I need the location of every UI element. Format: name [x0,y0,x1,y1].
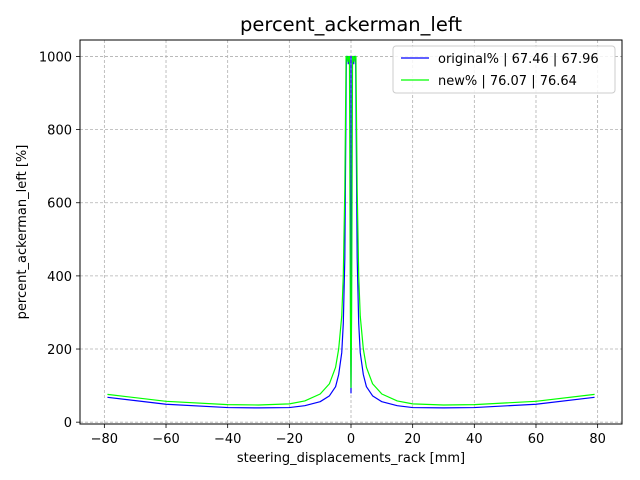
y-tick-label: 800 [47,124,72,139]
y-tick-label: 200 [47,343,72,358]
y-tick-label: 600 [47,197,72,212]
x-tick-label: 60 [528,432,545,447]
y-axis-label: percent_ackerman_left [%] [15,145,30,320]
legend-box [392,45,616,94]
y-tick-label: 0 [64,416,72,431]
x-tick-label: 0 [347,432,355,447]
x-tick-label: −60 [152,432,179,447]
x-tick-label: −40 [214,432,241,447]
x-axis-label: steering_displacements_rack [mm] [237,451,465,466]
legend: original% | 67.46 | 67.96 new% | 76.07 |… [392,45,616,94]
x-tick-label: 40 [466,432,483,447]
y-tick-label: 400 [47,270,72,285]
x-tick-label: −80 [91,432,118,447]
legend-label-original: original% | 67.46 | 67.96 [438,52,599,67]
legend-label-new: new% | 76.07 | 76.64 [438,74,577,89]
series-group [107,55,595,409]
x-tick-label: 80 [589,432,606,447]
x-tick-label: −20 [276,432,303,447]
series-line-0 [107,55,595,409]
x-tick-label: 20 [404,432,421,447]
series-line-1 [107,55,595,406]
chart-title: percent_ackerman_left [240,13,462,36]
y-tick-label: 1000 [39,50,72,65]
